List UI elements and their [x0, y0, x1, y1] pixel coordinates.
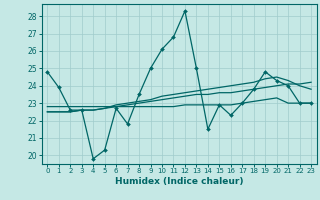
X-axis label: Humidex (Indice chaleur): Humidex (Indice chaleur): [115, 177, 244, 186]
